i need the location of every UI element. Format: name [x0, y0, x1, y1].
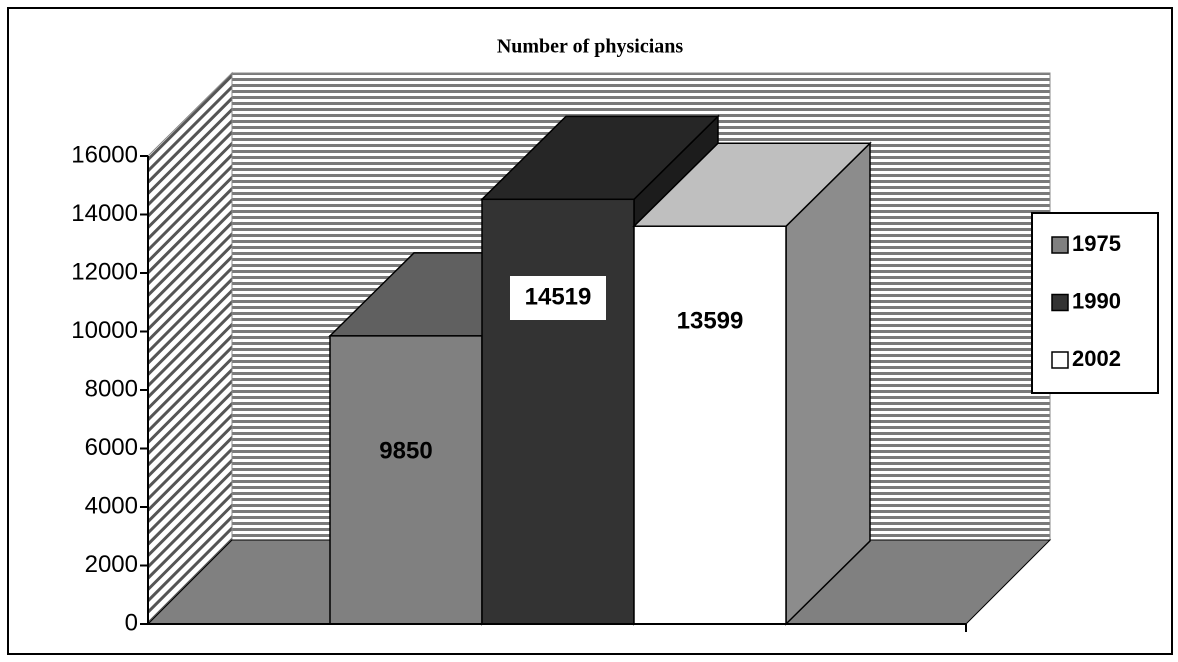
y-tick-label: 16000: [71, 141, 138, 168]
bar-top-shade: [482, 116, 718, 200]
legend-swatch: [1051, 293, 1069, 312]
bar-top-shade: [634, 143, 870, 227]
y-tick-label: 12000: [71, 258, 138, 285]
y-tick-label: 8000: [85, 375, 138, 402]
legend-label: 1990: [1072, 288, 1121, 313]
bar: [633, 225, 787, 625]
bar-side-shade: [786, 143, 870, 624]
y-tick-label: 6000: [85, 434, 138, 461]
data-label-box: [510, 276, 606, 320]
y-tick-label: 10000: [71, 317, 138, 344]
data-label: 13599: [677, 307, 744, 334]
data-label: 9850: [379, 437, 432, 464]
y-tick-label: 4000: [85, 492, 138, 519]
chart-title: Number of physicians: [497, 36, 684, 58]
y-tick-label: 0: [125, 609, 138, 636]
bar: [481, 198, 635, 625]
side-wall: [147, 71, 233, 626]
legend-label: 1975: [1072, 231, 1121, 256]
bar: [329, 335, 483, 625]
legend-swatch: [1051, 351, 1069, 369]
data-label: 14519: [525, 283, 592, 310]
y-tick-label: 2000: [85, 551, 138, 578]
y-tick-label: 14000: [71, 200, 138, 227]
legend-swatch: [1051, 236, 1069, 254]
legend-label: 2002: [1072, 346, 1121, 371]
